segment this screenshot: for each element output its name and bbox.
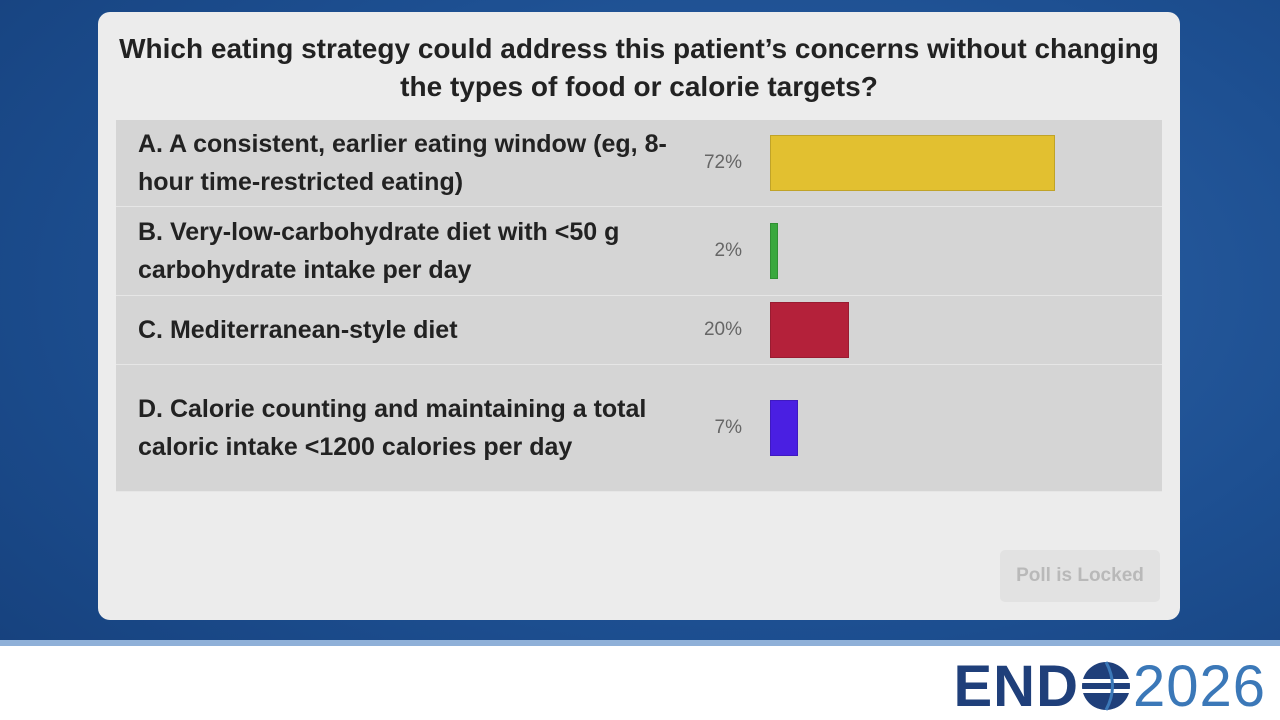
option-percent: 20%	[703, 319, 742, 340]
result-bar	[770, 135, 1056, 191]
poll-card: Which eating strategy could address this…	[98, 12, 1180, 620]
option-text: B. Very-low-carbohydrate diet with <50 g…	[138, 218, 620, 284]
option-percent: 72%	[703, 152, 742, 173]
option-percent: 2%	[714, 240, 742, 261]
result-bar	[770, 302, 850, 358]
footer: END 2026	[0, 640, 1280, 720]
logo-year: 2026	[1132, 653, 1266, 719]
option-row: D. Calorie counting and maintaining a to…	[116, 365, 1162, 492]
logo-globe	[1081, 661, 1130, 711]
result-bar	[770, 400, 798, 456]
option-percent: 7%	[714, 417, 742, 438]
result-bar	[770, 223, 778, 279]
logo: END 2026	[953, 653, 1267, 719]
question: Which eating strategy could address this…	[119, 33, 1159, 102]
locked-button: Poll is Locked	[1000, 550, 1160, 602]
logo-text: END	[953, 653, 1079, 719]
option-text: D. Calorie counting and maintaining a to…	[138, 395, 647, 461]
option-text: A. A consistent, earlier eating window (…	[138, 130, 667, 196]
option-row: A. A consistent, earlier eating window (…	[116, 120, 1162, 207]
option-row: C. Mediterranean-style diet 20%	[116, 296, 1162, 365]
option-row: B. Very-low-carbohydrate diet with <50 g…	[116, 207, 1162, 296]
option-text: C. Mediterranean-style diet	[138, 316, 458, 344]
options-panel: A. A consistent, earlier eating window (…	[116, 120, 1162, 492]
